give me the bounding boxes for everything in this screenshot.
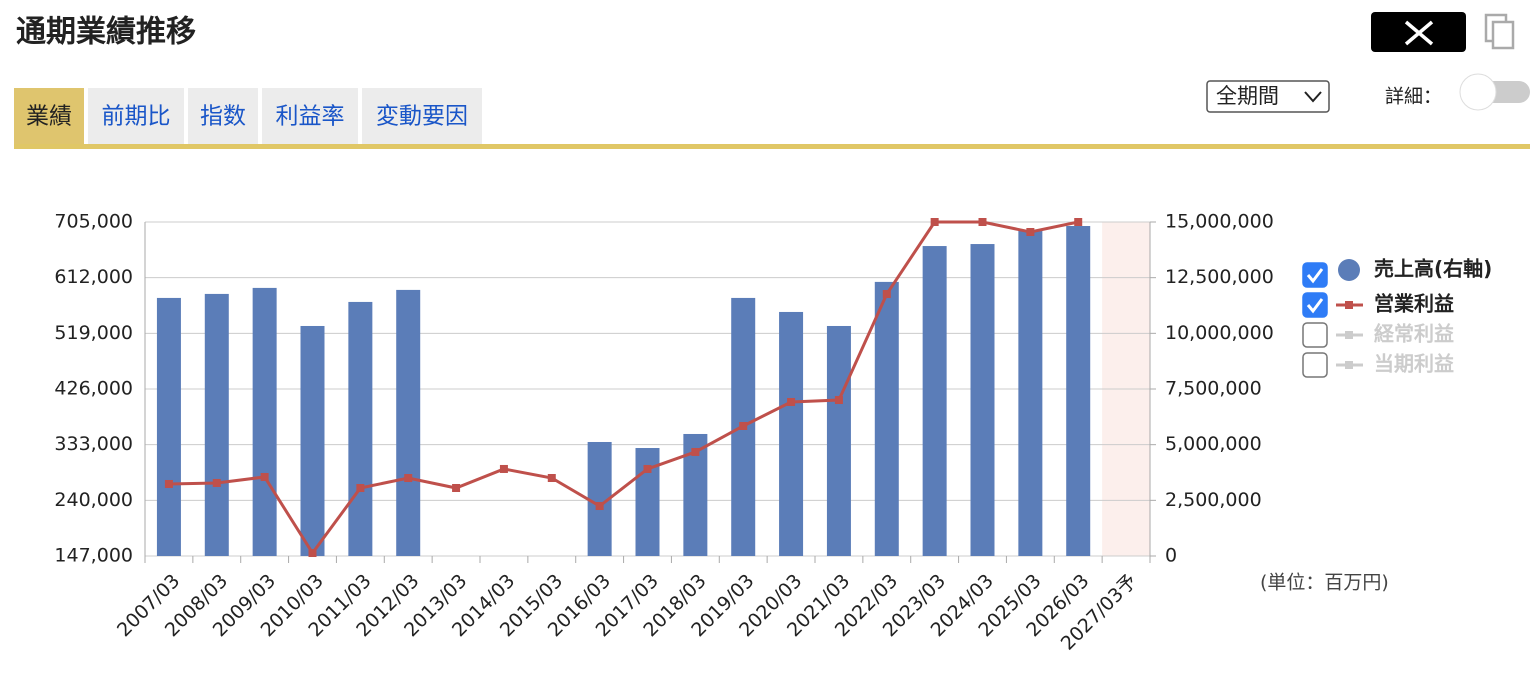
copy-icon-front[interactable] (1491, 20, 1515, 50)
line-marker (452, 484, 461, 493)
select-box[interactable] (1206, 80, 1330, 113)
legend-label[interactable]: 当期利益 (1374, 352, 1454, 376)
line-marker (404, 474, 413, 483)
bar (779, 311, 804, 556)
tab[interactable] (14, 88, 84, 144)
bar (1066, 226, 1091, 556)
legend-label[interactable]: 経常利益 (1374, 322, 1454, 346)
select-arrow[interactable] (1304, 91, 1322, 103)
line-marker (164, 479, 173, 488)
legend-icon (1338, 259, 1360, 281)
unit-note: (単位：百万円) (1260, 572, 1389, 594)
detail-toggle-knob[interactable] (1459, 73, 1497, 111)
y-tick-label: 333,000 (54, 433, 133, 455)
bar (970, 244, 995, 556)
line-marker (595, 502, 604, 511)
legend-checkbox[interactable] (1302, 352, 1328, 378)
bar (252, 287, 277, 556)
y2-tick-label: 2,500,000 (1165, 489, 1262, 511)
line-marker (1074, 218, 1083, 226)
y-tick-label: 240,000 (54, 489, 133, 511)
bar (300, 325, 325, 556)
line-marker (499, 464, 508, 473)
tab-label[interactable]: 変動要因 (376, 104, 468, 130)
bar (204, 293, 229, 556)
y-tick-label: 612,000 (54, 266, 133, 288)
line-marker (691, 447, 700, 456)
y-tick-label: 519,000 (54, 322, 133, 344)
bar (348, 301, 373, 556)
page-title: 通期業績推移 (16, 15, 196, 50)
line-marker (356, 484, 365, 493)
copy-button[interactable] (1484, 13, 1515, 50)
y2-tick-label: 10,000,000 (1165, 322, 1274, 344)
tab[interactable] (88, 88, 184, 144)
bar (826, 325, 851, 556)
line-marker (787, 397, 796, 406)
bar (396, 289, 421, 556)
legend-checkbox[interactable] (1302, 262, 1328, 288)
line-marker (882, 290, 891, 299)
legend-label[interactable]: 営業利益 (1374, 292, 1454, 316)
bar (874, 281, 899, 556)
line-marker (978, 218, 987, 226)
select-value[interactable]: 全期間 (1216, 84, 1279, 108)
period-select[interactable]: 全期間 (1206, 80, 1330, 113)
y-tick-label: 426,000 (54, 378, 133, 400)
line-marker (930, 218, 939, 226)
legend-check[interactable] (1306, 298, 1324, 314)
line-marker (739, 421, 748, 430)
tab[interactable] (362, 88, 482, 144)
bar (1018, 230, 1043, 557)
bar (156, 297, 181, 556)
y-tick-label: 705,000 (54, 211, 133, 233)
tab[interactable] (262, 88, 358, 144)
x-logo[interactable] (1404, 20, 1434, 46)
legend-icon-marker (1345, 331, 1353, 339)
bar (922, 246, 947, 556)
y2-tick-label: 7,500,000 (1165, 378, 1262, 400)
line-marker (1026, 227, 1035, 236)
legend-icon-marker (1345, 301, 1353, 309)
tab-label[interactable]: 前期比 (102, 104, 171, 130)
y2-tick-label: 0 (1165, 545, 1177, 567)
line-marker (643, 464, 652, 473)
tab-label[interactable]: 利益率 (276, 104, 345, 130)
line-marker (260, 472, 269, 481)
y2-tick-label: 15,000,000 (1165, 211, 1274, 233)
line-marker (547, 474, 556, 483)
line-marker (212, 478, 221, 487)
detail-label: 詳細： (1385, 86, 1442, 108)
legend-checkbox[interactable] (1302, 292, 1328, 318)
tab-underline (14, 144, 1530, 149)
y2-tick-label: 5,000,000 (1165, 433, 1262, 455)
line-marker (834, 396, 843, 405)
share-x-button[interactable] (1371, 12, 1466, 52)
line (168, 220, 1079, 556)
tab[interactable] (188, 88, 258, 144)
y2-tick-label: 12,500,000 (1165, 266, 1274, 288)
legend-check[interactable] (1306, 268, 1324, 284)
tab-label[interactable]: 業績 (26, 104, 72, 130)
legend-icon-marker (1345, 361, 1353, 369)
y-tick-label: 147,000 (54, 545, 133, 567)
legend-checkbox[interactable] (1302, 322, 1328, 348)
tab-label[interactable]: 指数 (200, 104, 246, 130)
line-marker (308, 549, 317, 558)
legend-label[interactable]: 売上高(右軸) (1374, 257, 1492, 281)
bar (635, 448, 660, 556)
